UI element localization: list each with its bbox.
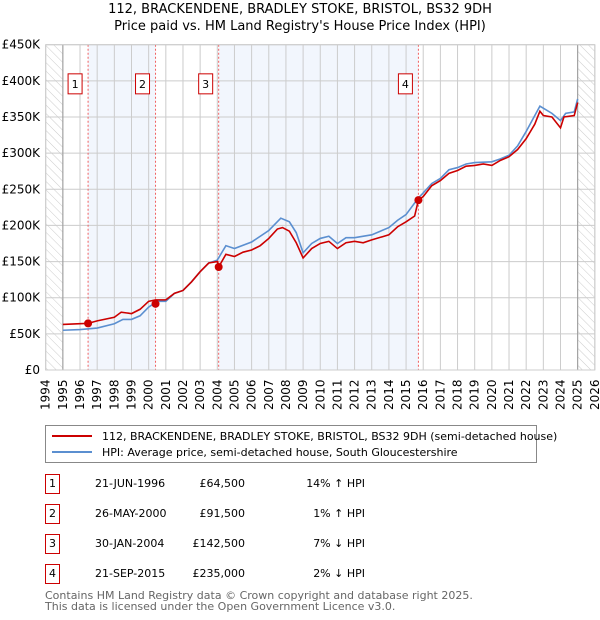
- legend-hpi: HPI: Average price, semi-detached house,…: [102, 445, 458, 459]
- shaded-band: [88, 44, 156, 370]
- x-tick-label: 2005: [227, 379, 241, 410]
- sale-label-box: [397, 73, 413, 95]
- table-row: 2 26-MAY-2000 £91,500 1% ↑ HPI: [45, 504, 445, 524]
- sale-date: 21-JUN-1996: [95, 477, 166, 490]
- x-tick-label: 2015: [399, 379, 413, 410]
- sale-hpi-diff: 7% ↓ HPI: [313, 537, 365, 550]
- property-price-line: [62, 102, 579, 326]
- y-tick-label: £200K: [2, 218, 42, 232]
- y-tick-label: £50K: [9, 327, 41, 341]
- sale-point: [151, 299, 160, 308]
- y-tick-label: £350K: [2, 110, 42, 124]
- sale-point: [84, 319, 93, 328]
- sale-label: 1: [72, 78, 79, 91]
- legend: 112, BRACKENDENE, BRADLEY STOKE, BRISTOL…: [45, 425, 557, 463]
- sale-price: £91,500: [199, 507, 246, 520]
- x-tick-label: 1999: [125, 379, 139, 410]
- footer-copyright: Contains HM Land Registry data © Crown c…: [45, 589, 473, 602]
- legend-property: 112, BRACKENDENE, BRADLEY STOKE, BRISTOL…: [102, 429, 558, 443]
- x-tick-label: 1994: [39, 379, 53, 410]
- x-tick-label: 1997: [90, 379, 104, 410]
- sale-label-box: [67, 73, 83, 95]
- sale-label: 2: [139, 78, 146, 91]
- footer-licence: This data is licensed under the Open Gov…: [45, 600, 396, 613]
- plot-border: [45, 44, 596, 371]
- hatched-region: [577, 44, 595, 370]
- sale-date: 30-JAN-2004: [95, 537, 165, 550]
- x-tick-label: 2010: [313, 379, 327, 410]
- sale-label-box: [198, 73, 214, 95]
- x-tick-label: 1998: [107, 379, 121, 410]
- x-tick-label: 2020: [485, 379, 499, 410]
- sale-number-badge: 2: [45, 504, 60, 524]
- y-tick-label: £100K: [2, 291, 42, 305]
- y-tick-label: £400K: [2, 74, 42, 88]
- table-row: 1 21-JUN-1996 £64,500 14% ↑ HPI: [45, 474, 445, 494]
- sale-hpi-diff: 2% ↓ HPI: [313, 567, 365, 580]
- x-tick-label: 2017: [433, 379, 447, 410]
- x-tick-label: 2025: [571, 379, 585, 410]
- x-tick-label: 2008: [279, 379, 293, 410]
- x-tick-label: 2022: [519, 379, 533, 410]
- x-tick-label: 2023: [536, 379, 550, 410]
- sale-label-box: [135, 73, 151, 95]
- x-tick-label: 2021: [502, 379, 516, 410]
- x-tick-label: 2019: [468, 379, 482, 410]
- sale-price: £64,500: [199, 477, 246, 490]
- y-tick-label: £0: [25, 363, 40, 377]
- x-tick-label: 2024: [554, 379, 568, 410]
- sale-number-badge: 3: [45, 534, 60, 554]
- x-tick-label: 2018: [451, 379, 465, 410]
- y-tick-label: £250K: [2, 182, 42, 196]
- sale-label: 4: [402, 78, 409, 91]
- x-tick-label: 2004: [210, 379, 224, 410]
- sale-point: [214, 262, 223, 271]
- y-tick-label: £450K: [2, 38, 42, 52]
- sale-price: £142,500: [192, 537, 246, 550]
- x-tick-label: 2000: [142, 379, 156, 410]
- sale-hpi-diff: 1% ↑ HPI: [313, 507, 365, 520]
- table-row: 4 21-SEP-2015 £235,000 2% ↓ HPI: [45, 564, 445, 584]
- sale-price: £235,000: [192, 567, 246, 580]
- x-tick-label: 2007: [262, 379, 276, 410]
- chart-subtitle: Price paid vs. HM Land Registry's House …: [114, 19, 486, 34]
- price-chart: 1994 1995 1996 1997 1998 1999 2000 2001 2002 2003…: [2, 38, 600, 410]
- x-tick-label: 2013: [365, 379, 379, 410]
- legend-blue-line: [52, 451, 92, 453]
- legend-red-line: [52, 435, 92, 437]
- x-tick-label: 2002: [176, 379, 190, 410]
- sale-hpi-diff: 14% ↑ HPI: [306, 477, 365, 490]
- sale-date: 26-MAY-2000: [95, 507, 167, 520]
- x-tick-label: 1995: [56, 379, 70, 410]
- sale-date: 21-SEP-2015: [95, 567, 166, 580]
- y-tick-label: £150K: [2, 255, 42, 269]
- y-tick-label: £300K: [2, 146, 42, 160]
- x-tick-label: 2003: [193, 379, 207, 410]
- x-tick-label: 2012: [348, 379, 362, 410]
- x-tick-label: 1996: [73, 379, 87, 410]
- x-tick-label: 2026: [588, 379, 600, 410]
- sale-number-badge: 1: [45, 474, 60, 494]
- hatched-region: [45, 44, 63, 370]
- x-tick-label: 2011: [330, 379, 344, 410]
- table-row: 3 30-JAN-2004 £142,500 7% ↓ HPI: [45, 534, 445, 554]
- x-tick-label: 2016: [416, 379, 430, 410]
- x-tick-label: 2006: [245, 379, 259, 410]
- chart-title: 112, BRACKENDENE, BRADLEY STOKE, BRISTOL…: [108, 2, 492, 17]
- x-tick-label: 2001: [159, 379, 173, 410]
- hpi-line: [62, 98, 579, 332]
- sale-point: [414, 196, 423, 205]
- sale-number-badge: 4: [45, 564, 60, 584]
- x-tick-label: 2014: [382, 379, 396, 410]
- x-tick-label: 2009: [296, 379, 310, 410]
- sale-label: 3: [202, 78, 209, 91]
